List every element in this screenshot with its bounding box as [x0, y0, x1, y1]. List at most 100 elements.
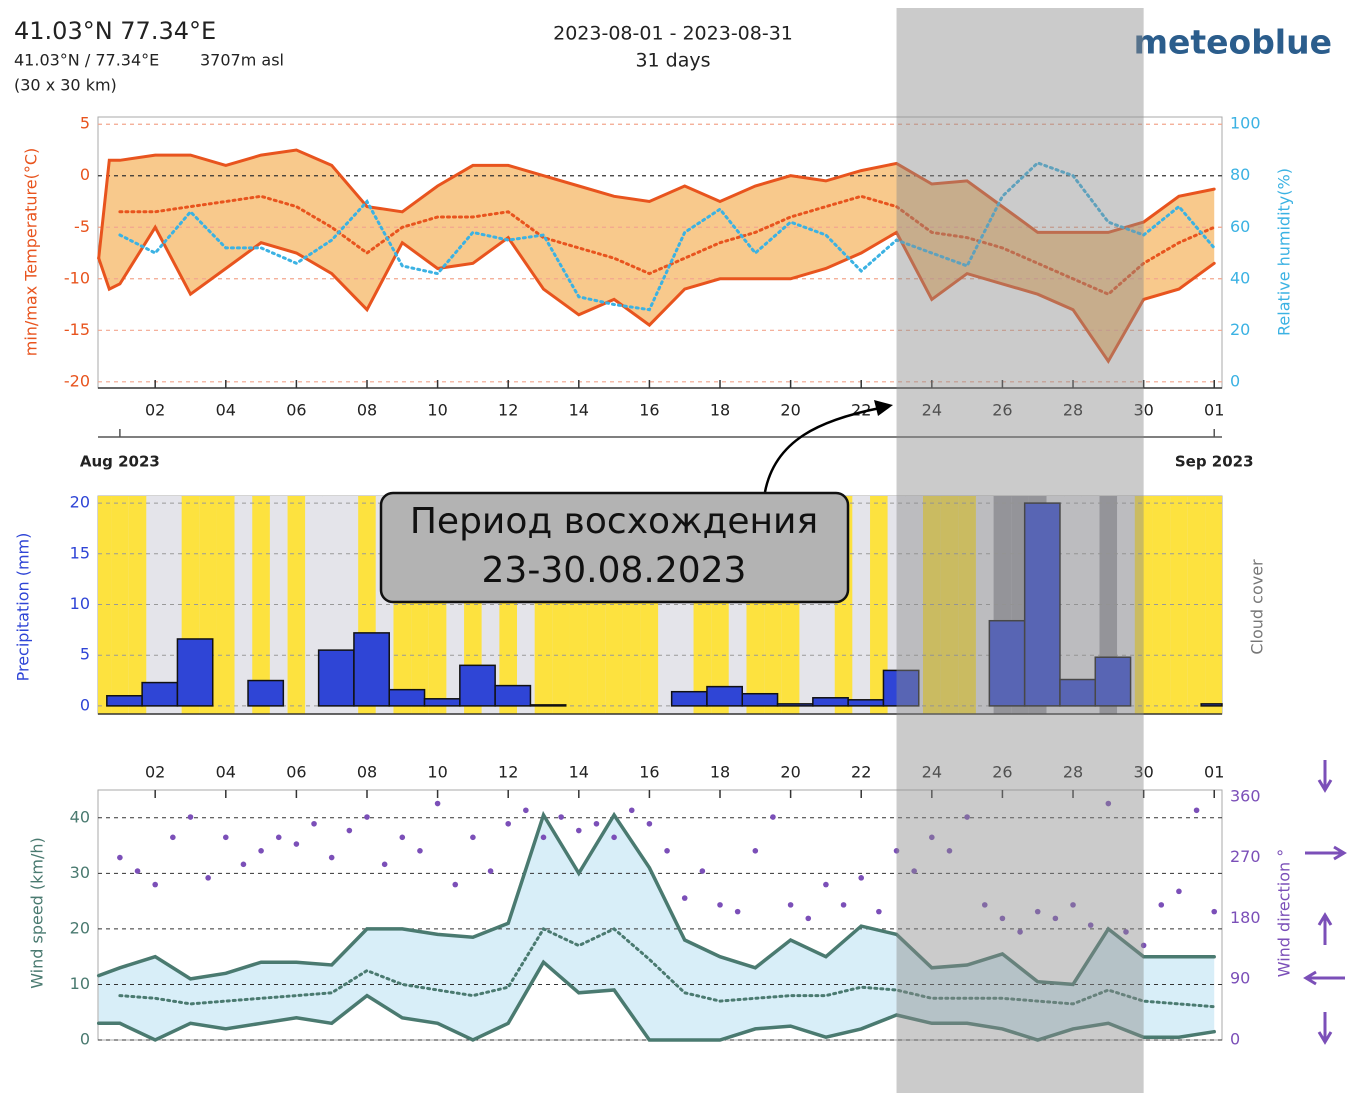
series-line — [96, 810, 1216, 987]
range-fill — [98, 815, 1215, 1040]
x-tick-label: 04 — [216, 763, 236, 782]
axis-title: Wind direction ° — [1275, 849, 1294, 978]
wind-direction-point — [1105, 800, 1112, 807]
bar — [423, 698, 461, 707]
annotation-text: 23-30.08.2023 — [482, 550, 747, 591]
y-tick-label: 100 — [1230, 114, 1261, 133]
wind-direction-point — [1158, 902, 1165, 908]
wind-direction-point — [117, 854, 123, 861]
wind-direction-point — [275, 834, 282, 841]
wind-direction-point — [417, 848, 423, 854]
x-tick-label: 01 — [1204, 401, 1224, 420]
wind-direction-point — [981, 902, 988, 908]
arrow-south — [1317, 760, 1333, 793]
bar — [494, 684, 532, 707]
x-tick-label: 28 — [1063, 763, 1083, 782]
bar — [106, 694, 143, 707]
wind-direction-point — [170, 834, 176, 841]
annotation-box — [379, 491, 850, 604]
cloud-cover — [958, 496, 976, 714]
bar — [388, 688, 426, 707]
cloud-cover — [922, 496, 941, 714]
bar — [741, 692, 779, 707]
wind-direction-point — [576, 827, 582, 834]
cloud-cover — [111, 496, 129, 714]
y-tick-label: 90 — [1230, 969, 1250, 988]
wind-direction-point — [752, 848, 759, 854]
cloud-cover — [128, 496, 147, 714]
wind-direction-point — [946, 848, 953, 854]
y-tick-label: 20 — [70, 493, 90, 512]
x-tick-label: 26 — [992, 763, 1012, 782]
wind-direction-point — [258, 848, 264, 854]
x-tick-label: 14 — [569, 401, 589, 420]
x-tick-label: 20 — [780, 763, 800, 782]
wind-direction-point — [823, 881, 829, 888]
cloud-cover — [269, 496, 288, 714]
y-tick-label: 40 — [1230, 268, 1250, 287]
wind-direction-point — [1176, 888, 1182, 895]
wind-direction-point — [222, 834, 229, 841]
x-tick-label: 22 — [851, 763, 871, 782]
period: 2023-08-01 - 2023-08-31 — [553, 23, 793, 45]
y-tick-label: 0 — [80, 1030, 90, 1049]
wind-direction-point — [593, 820, 600, 827]
x-tick-label: 24 — [922, 763, 942, 782]
y-tick-label: 0 — [1230, 1030, 1240, 1049]
wind-direction-point — [699, 868, 706, 874]
cloud-cover — [1152, 496, 1171, 714]
cloud-cover — [98, 496, 112, 714]
wind-direction-point — [293, 841, 300, 847]
bar — [882, 669, 920, 707]
bar — [812, 697, 849, 707]
bar — [776, 703, 814, 707]
bar — [1094, 656, 1132, 707]
cloud-cover — [1170, 496, 1188, 714]
cloud-cover — [252, 496, 270, 714]
bar — [529, 704, 567, 707]
days: 31 days — [635, 50, 710, 72]
bar — [317, 649, 355, 707]
x-tick-label: 14 — [569, 763, 589, 782]
x-tick-label: 24 — [922, 401, 942, 420]
axis-title: Relative humidity(%) — [1275, 168, 1294, 336]
x-tick-label: 02 — [145, 401, 165, 420]
month-label: Aug 2023 — [80, 453, 160, 471]
location-title: 41.03°N 77.34°E — [14, 17, 216, 45]
highlight-period — [896, 8, 1144, 1093]
x-tick-label: 12 — [498, 401, 518, 420]
series-line — [118, 194, 1216, 296]
wind-direction-point — [187, 814, 194, 820]
wind-direction-point — [558, 814, 564, 820]
bar — [706, 685, 744, 707]
wind-direction-point — [487, 868, 494, 874]
bar — [459, 664, 496, 707]
annotation-text: Период восхождения — [410, 501, 818, 542]
x-tick-label: 30 — [1133, 401, 1153, 420]
cloud-cover — [852, 496, 871, 714]
axis-title: Wind speed (km/h) — [28, 837, 47, 989]
y-tick-label: -10 — [64, 268, 90, 287]
cloud-cover — [905, 496, 923, 714]
x-tick-label: 08 — [357, 401, 377, 420]
series-line — [118, 161, 1216, 312]
cloud-cover — [146, 496, 165, 714]
wind-direction-point — [152, 881, 158, 888]
wind-direction-point — [646, 820, 653, 827]
wind-direction-point — [664, 848, 670, 854]
x-tick-label: 16 — [639, 763, 659, 782]
wind-direction-point — [717, 902, 723, 908]
y-tick-label: -20 — [64, 371, 90, 390]
cloud-cover — [1064, 496, 1082, 714]
wind-direction-point — [381, 861, 388, 868]
wind-direction-point — [787, 902, 794, 908]
cloud-cover — [216, 496, 235, 714]
bar — [847, 699, 885, 707]
wind-direction-point — [328, 854, 335, 861]
y-tick-label: 80 — [1230, 165, 1250, 184]
arrow-south-2 — [1317, 1012, 1333, 1045]
x-tick-label: 26 — [992, 401, 1012, 420]
wind-direction-point — [840, 902, 847, 908]
x-tick-label: 06 — [286, 763, 306, 782]
